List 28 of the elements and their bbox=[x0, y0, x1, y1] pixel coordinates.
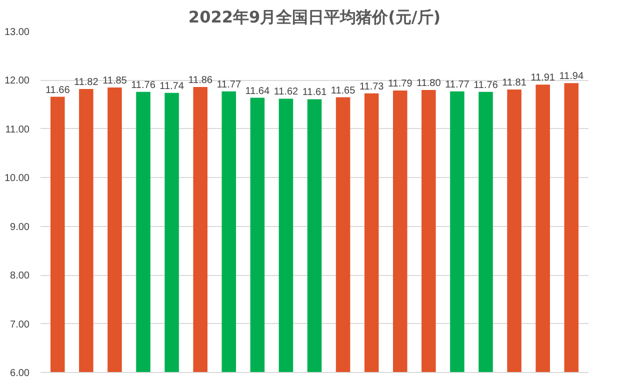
data-label: 11.91 bbox=[530, 72, 556, 84]
data-label: 11.62 bbox=[274, 86, 299, 98]
y-tick-label: 8.00 bbox=[10, 270, 30, 282]
y-tick-label: 9.00 bbox=[10, 222, 30, 233]
y-tick-label: 11.00 bbox=[5, 124, 30, 136]
data-label: 11.76 bbox=[131, 80, 156, 91]
y-tick-label: 12.00 bbox=[4, 76, 30, 87]
data-label: 11.81 bbox=[502, 77, 527, 88]
data-label: 11.77 bbox=[216, 79, 242, 90]
data-label: 11.79 bbox=[388, 78, 413, 90]
data-label: 11.65 bbox=[330, 85, 356, 96]
y-tick-label: 10.00 bbox=[4, 173, 30, 184]
data-label: 11.80 bbox=[416, 78, 442, 89]
data-label: 11.86 bbox=[188, 75, 213, 86]
data-label: 11.77 bbox=[445, 79, 470, 90]
data-label: 11.73 bbox=[359, 81, 384, 92]
data-label: 11.61 bbox=[302, 87, 328, 98]
y-tick-label: 13.00 bbox=[4, 27, 30, 38]
y-tick-label: 7.00 bbox=[10, 319, 30, 330]
data-label: 11.94 bbox=[559, 71, 584, 82]
data-label: 11.76 bbox=[474, 80, 498, 91]
data-label: 11.66 bbox=[45, 84, 70, 96]
data-label: 11.74 bbox=[160, 80, 184, 92]
y-tick-label: 6.00 bbox=[10, 368, 30, 377]
chart-title: 2022年9月全国日平均猪价(元/斤) bbox=[188, 8, 441, 26]
data-label: 11.82 bbox=[74, 76, 99, 88]
data-label: 11.64 bbox=[245, 86, 270, 97]
data-label: 11.85 bbox=[102, 76, 128, 87]
